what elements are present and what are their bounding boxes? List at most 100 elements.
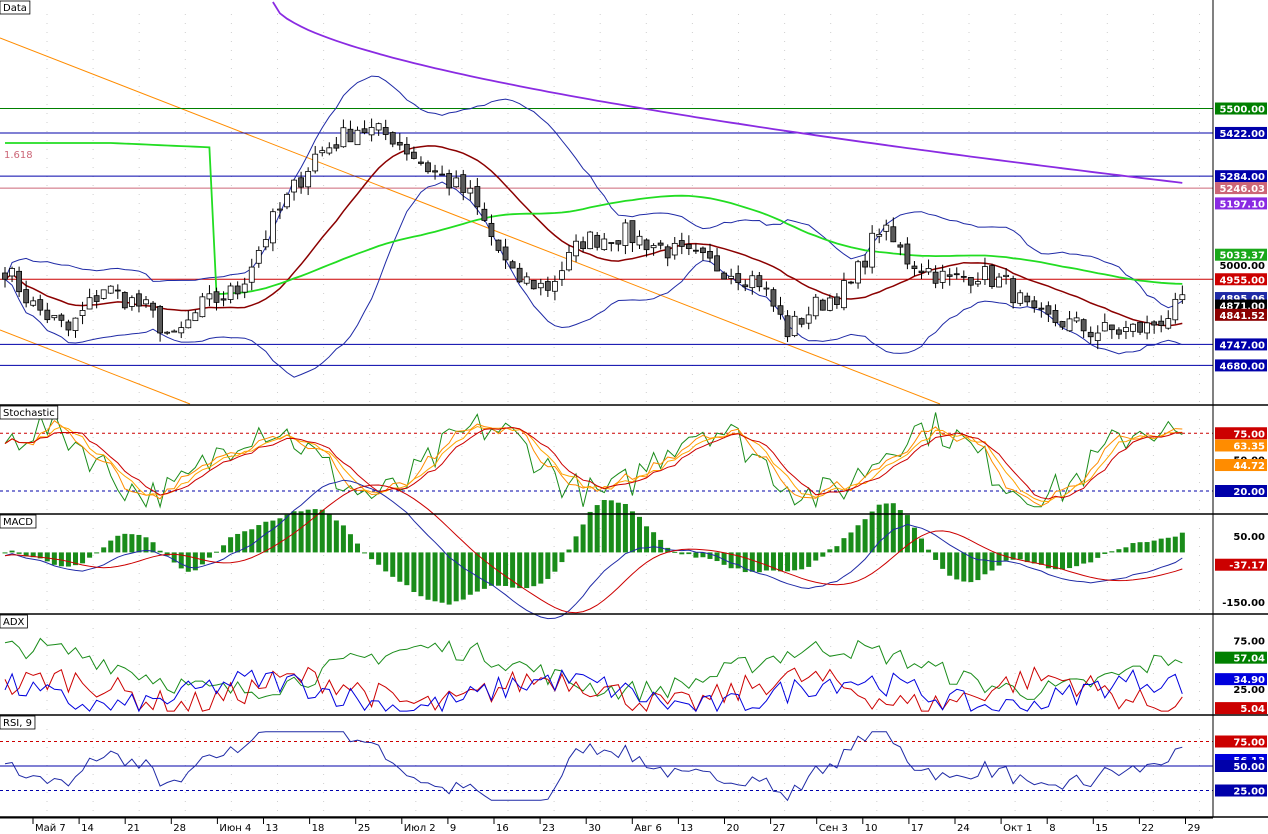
macd-bar: [1102, 552, 1108, 554]
candle-body: [1130, 323, 1136, 332]
candle-body: [714, 255, 720, 272]
macd-bar: [1074, 552, 1080, 567]
candle-body: [305, 171, 312, 188]
candle-body: [1165, 318, 1172, 329]
price-tag-label: -37.17: [1229, 561, 1265, 572]
panel-title-text: MACD: [3, 517, 33, 528]
candle-body: [1137, 321, 1143, 333]
candle-body: [826, 297, 833, 311]
date-tick-label: 27: [773, 823, 786, 834]
candle-body: [784, 315, 791, 338]
macd-bar: [150, 542, 156, 553]
candle-body: [869, 232, 876, 268]
date-tick-label: Авг 6: [634, 823, 662, 834]
candle-body: [1038, 307, 1045, 310]
macd-bar: [474, 552, 480, 592]
price-tag-label: 5197.10: [1219, 199, 1265, 210]
macd-bar: [242, 531, 248, 553]
candle-body: [594, 234, 601, 248]
macd-bar: [58, 552, 64, 567]
date-tick-label: 23: [542, 823, 555, 834]
ma-slow-line: [272, 1, 1183, 184]
candle-body: [23, 289, 30, 304]
macd-bar: [1165, 537, 1171, 553]
macd-bar: [827, 549, 833, 553]
candle-body: [255, 250, 262, 264]
macd-bar: [1144, 542, 1150, 553]
di-minus-line: [4, 666, 1183, 713]
macd-bar: [129, 534, 135, 553]
candle-body: [51, 314, 58, 319]
candle-body: [298, 177, 305, 188]
date-tick-label: 22: [1141, 823, 1154, 834]
macd-bar: [1067, 552, 1073, 569]
macd-bar: [2, 552, 8, 554]
macd-bar: [785, 552, 791, 572]
macd-bar: [510, 552, 516, 588]
candle-body: [157, 305, 164, 334]
macd-bar: [37, 552, 43, 559]
macd-bar: [206, 552, 212, 558]
macd-bar: [481, 552, 487, 589]
candle-body: [453, 177, 460, 188]
date-tick-label: 30: [588, 823, 601, 834]
candle-body: [1017, 292, 1024, 304]
macd-bar: [904, 515, 910, 553]
candle-body: [608, 242, 615, 244]
price-tag-box: [1215, 651, 1267, 664]
macd-bar: [1137, 542, 1143, 553]
bollinger-lower: [4, 181, 1183, 378]
fib-channel-lower: [0, 329, 191, 405]
candle-body: [474, 186, 481, 208]
candle-body: [418, 161, 424, 164]
macd-bar: [1038, 552, 1044, 565]
price-tag-box: [1215, 248, 1267, 261]
macd-bar: [834, 546, 840, 553]
macd-bar: [383, 552, 389, 572]
macd-bar: [108, 540, 114, 553]
macd-bar: [820, 552, 826, 557]
candle-body: [721, 272, 727, 280]
date-tick-label: 18: [312, 823, 325, 834]
candle-body: [58, 314, 65, 321]
candle-body: [643, 239, 650, 251]
price-panel: 1.618: [0, 1, 1213, 815]
macd-bar: [228, 537, 234, 553]
macd-bar: [9, 550, 15, 553]
price-tag-box: [1215, 170, 1267, 183]
macd-bar: [404, 552, 410, 586]
price-tag-label: 50.00: [1233, 762, 1265, 773]
candle-body: [481, 208, 488, 221]
stoch-d-line: [4, 419, 1183, 507]
candle-body: [439, 173, 446, 176]
macd-bar: [672, 551, 678, 553]
date-tick-label: 29: [1188, 823, 1201, 834]
panel-title-text: RSI, 9: [3, 718, 32, 729]
macd-bar: [651, 532, 657, 553]
macd-bar: [961, 552, 967, 582]
price-tag-box: [1215, 735, 1267, 748]
candle-body: [580, 241, 586, 250]
candle-body: [30, 300, 37, 306]
macd-bar: [340, 525, 346, 553]
price-tag-label: 4955.00: [1219, 275, 1265, 286]
macd-bar: [919, 538, 924, 553]
date-tick-label: 13: [680, 823, 693, 834]
date-tick-label: 24: [957, 823, 970, 834]
macd-bar: [122, 533, 128, 553]
price-tag-label: 5246.03: [1219, 184, 1265, 195]
candle-body: [9, 268, 15, 277]
candle-body: [220, 298, 227, 301]
price-tag: 63.35: [1215, 439, 1267, 452]
candle-body: [763, 287, 770, 290]
date-tick-label: Июн 4: [219, 823, 251, 834]
macd-bar: [1158, 538, 1164, 553]
price-tag: 5.04: [1215, 702, 1267, 715]
price-tag-box: [1215, 126, 1267, 139]
candle-body: [932, 271, 939, 284]
macd-bar: [362, 552, 368, 554]
candle-body: [883, 224, 890, 232]
price-tag-box: [1215, 299, 1267, 312]
candle-body: [312, 153, 319, 172]
candle-body: [509, 261, 516, 269]
